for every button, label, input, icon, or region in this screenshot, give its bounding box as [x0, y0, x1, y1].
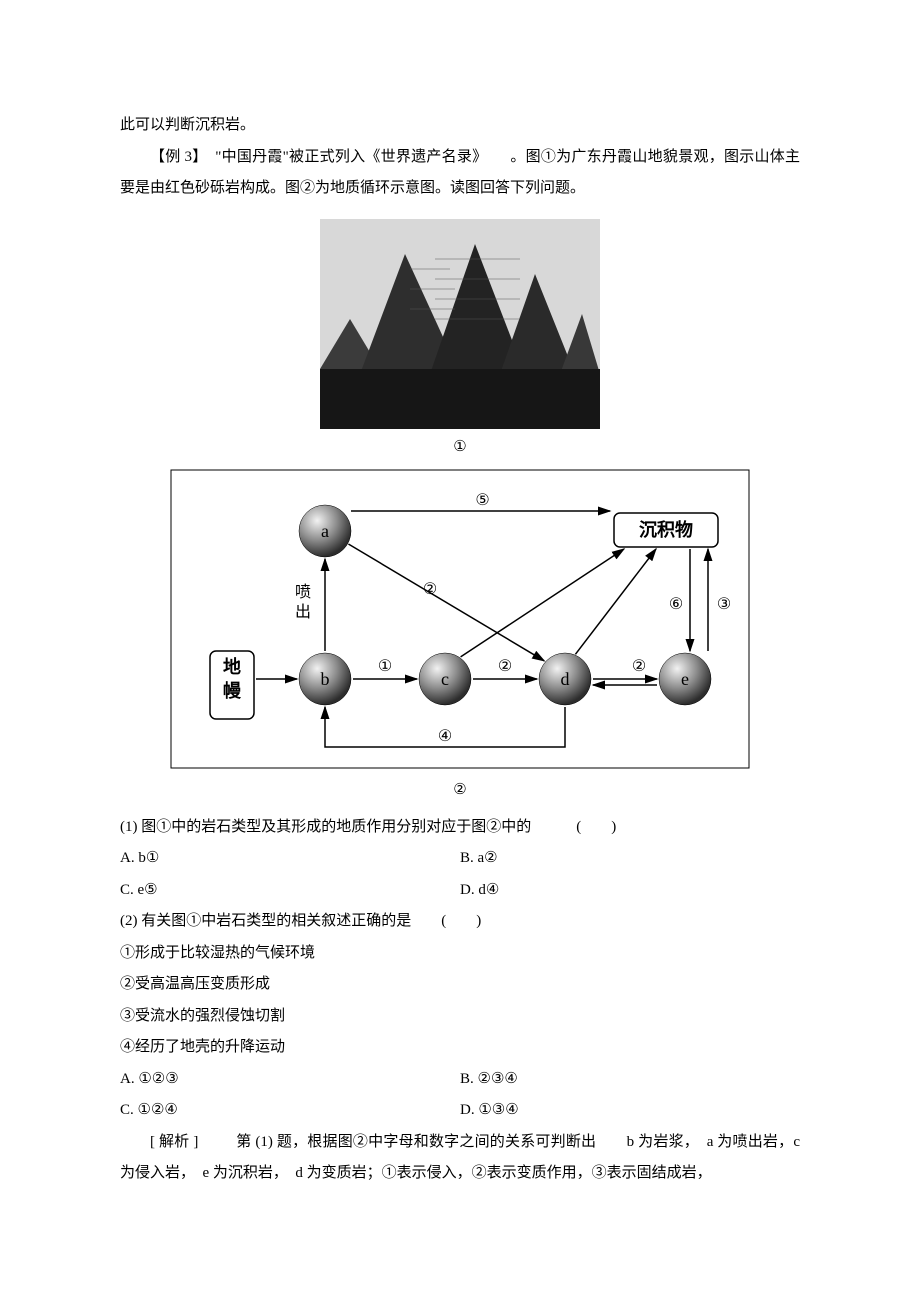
svg-text:②: ② — [632, 658, 646, 675]
q2-opt-c: C. ①②④ — [120, 1095, 460, 1127]
svg-text:c: c — [441, 669, 449, 689]
q2-s1: ①形成于比较湿热的气候环境 — [120, 938, 800, 970]
svg-text:a: a — [321, 521, 329, 541]
svg-text:幔: 幔 — [223, 680, 242, 701]
analysis: [ 解析 ] 第 (1) 题，根据图②中字母和数字之间的关系可判断出 b 为岩浆… — [120, 1127, 800, 1190]
figure-1-caption: ① — [120, 435, 800, 459]
q2-options: A. ①②③ B. ②③④ C. ①②④ D. ①③④ — [120, 1064, 800, 1127]
svg-text:②: ② — [498, 658, 512, 675]
q2-stem: (2) 有关图①中岩石类型的相关叙述正确的是 ( ) — [120, 906, 800, 938]
q1-options: A. b① B. a② C. e⑤ D. d④ — [120, 843, 800, 906]
figure-1-photo — [320, 219, 600, 429]
q1-opt-b: B. a② — [460, 843, 800, 875]
example-label: 【例 3】 — [150, 149, 200, 165]
q2-s4: ④经历了地壳的升降运动 — [120, 1032, 800, 1064]
q1-opt-d: D. d④ — [460, 875, 800, 907]
q1-stem: (1) 图①中的岩石类型及其形成的地质作用分别对应于图②中的 ( ) — [120, 812, 800, 844]
svg-text:⑤: ⑤ — [475, 492, 489, 509]
svg-text:出: 出 — [295, 603, 311, 621]
figure-2-caption: ② — [120, 778, 800, 802]
example-intro: 【例 3】 "中国丹霞"被正式列入《世界遗产名录》 。图①为广东丹霞山地貌景观，… — [120, 142, 800, 205]
svg-text:b: b — [321, 669, 330, 689]
analysis-label: [ 解析 ] — [150, 1134, 198, 1150]
svg-text:d: d — [561, 669, 570, 689]
figure-2-diagram: ⑤ ② ⑥ ③ 喷出 ① ② ② ④ a b c d e 地幔 沉积物 — [170, 469, 750, 774]
svg-text:喷: 喷 — [295, 583, 311, 601]
q2-opt-a: A. ①②③ — [120, 1064, 460, 1096]
svg-text:③: ③ — [717, 596, 731, 613]
q2-opt-b: B. ②③④ — [460, 1064, 800, 1096]
svg-text:沉积物: 沉积物 — [639, 519, 693, 540]
q2-opt-d: D. ①③④ — [460, 1095, 800, 1127]
svg-text:e: e — [681, 669, 689, 689]
svg-text:①: ① — [378, 658, 392, 675]
svg-text:②: ② — [423, 581, 437, 598]
svg-text:地: 地 — [223, 656, 241, 677]
q2-s2: ②受高温高压变质形成 — [120, 969, 800, 1001]
example-text: "中国丹霞"被正式列入《世界遗产名录》 。图①为广东丹霞山地貌景观，图示山体主要… — [120, 149, 800, 197]
q2-s3: ③受流水的强烈侵蚀切割 — [120, 1001, 800, 1033]
analysis-text: 第 (1) 题，根据图②中字母和数字之间的关系可判断出 b 为岩浆， a 为喷出… — [120, 1134, 800, 1182]
svg-text:④: ④ — [438, 728, 452, 745]
q1-opt-c: C. e⑤ — [120, 875, 460, 907]
continuation-line: 此可以判断沉积岩。 — [120, 110, 800, 142]
svg-text:⑥: ⑥ — [669, 596, 683, 613]
q1-opt-a: A. b① — [120, 843, 460, 875]
